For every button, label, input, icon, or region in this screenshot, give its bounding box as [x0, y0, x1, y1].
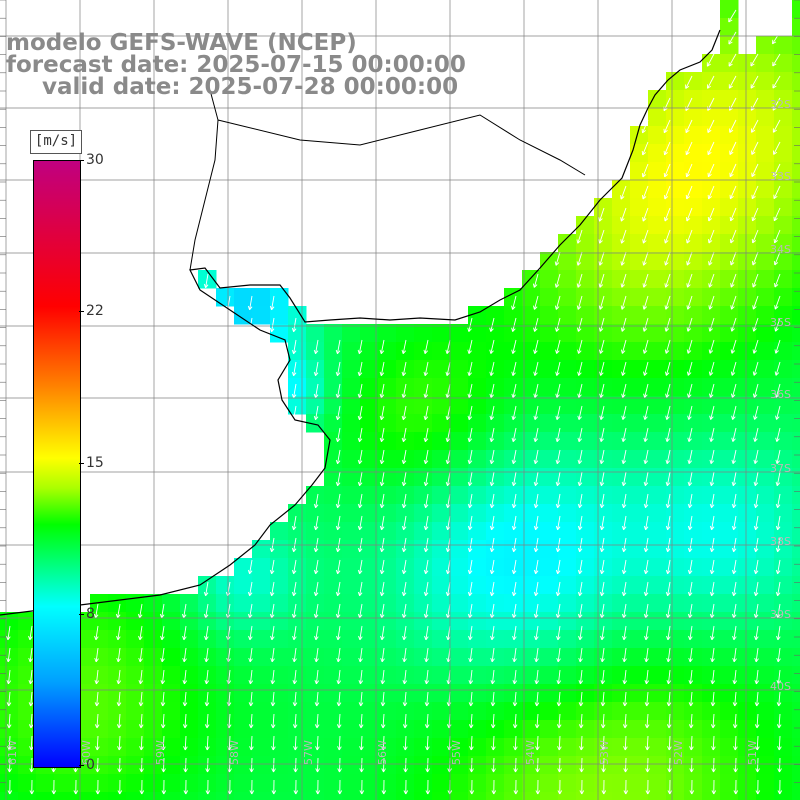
colorbar-tick-mark [79, 765, 84, 766]
lon-label: 54W [524, 740, 537, 765]
lat-label: 38S [770, 535, 791, 548]
lon-label: 55W [450, 740, 463, 765]
lat-label: 37S [770, 462, 791, 475]
colorbar-tick-22: 22 [86, 303, 104, 319]
lon-label: 58W [228, 740, 241, 765]
colorbar-tick-mark [79, 311, 84, 312]
forecast-date: forecast date: 2025-07-15 00:00:00 [6, 52, 466, 78]
country-border [189, 89, 586, 271]
latitude-labels: 32S 33S 34S 35S 36S 37S 38S 39S 40S [770, 98, 791, 693]
coastline [0, 29, 721, 616]
longitude-labels: 61W 60W 59W 58W 57W 56W 55W 54W 53W 52W 51W [6, 740, 759, 765]
colorbar-tick-mark [79, 463, 84, 464]
colorbar-tick-0: 0 [86, 757, 95, 773]
lat-label: 32S [770, 98, 791, 111]
lon-label: 56W [376, 740, 389, 765]
colorbar [33, 160, 81, 768]
lon-label: 59W [154, 740, 167, 765]
lat-label: 39S [770, 608, 791, 621]
lat-label: 35S [770, 316, 791, 329]
lat-label: 33S [770, 170, 791, 183]
valid-date: valid date: 2025-07-28 00:00:00 [42, 74, 459, 100]
lon-label: 51W [746, 740, 759, 765]
lon-label: 52W [672, 740, 685, 765]
lon-label: 57W [302, 740, 315, 765]
lat-label: 36S [770, 388, 791, 401]
colorbar-tick-15: 15 [86, 455, 104, 471]
lon-label: 53W [598, 740, 611, 765]
wind-arrows [6, 9, 783, 795]
colorbar-tick-mark [79, 614, 84, 615]
colorbar-tick-8: 8 [86, 606, 95, 622]
lon-label: 61W [6, 740, 19, 765]
colorbar-tick-mark [79, 160, 84, 161]
lon-label: 60W [80, 740, 93, 765]
lat-label: 40S [770, 680, 791, 693]
colorbar-tick-30: 30 [86, 152, 104, 168]
lat-label: 34S [770, 243, 791, 256]
model-title: modelo GEFS-WAVE (NCEP) [6, 30, 357, 56]
colorbar-unit-label: [m/s] [30, 130, 82, 154]
